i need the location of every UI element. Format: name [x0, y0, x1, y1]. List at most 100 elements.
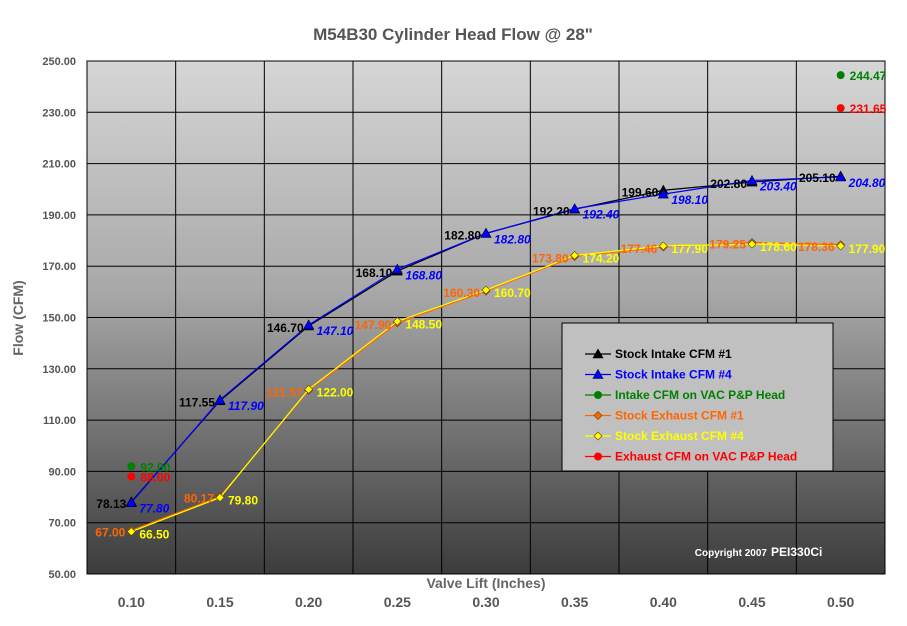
- data-label: 173.80: [532, 251, 569, 265]
- data-label: 92.00: [140, 460, 170, 474]
- data-point: [480, 227, 492, 238]
- legend-marker: [592, 348, 604, 359]
- series: [125, 71, 847, 537]
- data-label: 182.80: [494, 232, 531, 246]
- data-label: 79.80: [228, 494, 258, 508]
- data-label: 203.40: [759, 180, 797, 194]
- x-axis-label: Valve Lift (Inches): [426, 575, 545, 591]
- data-label: 160.30: [443, 286, 480, 300]
- y-tick-label: 50.00: [48, 569, 76, 581]
- legend-marker: [594, 391, 602, 399]
- legend-label: Stock Exhaust CFM #4: [615, 429, 744, 443]
- x-tick-label: 0.45: [738, 594, 765, 610]
- data-label: 177.46: [621, 242, 658, 256]
- data-label: 160.70: [494, 286, 531, 300]
- data-label: 179.25: [709, 237, 746, 251]
- copyright-text: Copyright 2007: [695, 548, 768, 559]
- data-label: 231.65: [850, 102, 887, 116]
- x-tick-label: 0.10: [118, 594, 145, 610]
- legend-label: Intake CFM on VAC P&P Head: [615, 388, 785, 402]
- data-point: [303, 319, 315, 330]
- legend: Stock Intake CFM #1 Stock Intake CFM #4 In…: [561, 322, 834, 472]
- series-2: [127, 71, 845, 471]
- data-label: 147.90: [355, 318, 392, 332]
- data-point: [747, 239, 757, 249]
- data-label: 66.50: [139, 528, 169, 542]
- data-point: [126, 527, 136, 537]
- legend-label: Exhaust CFM on VAC P&P Head: [615, 450, 797, 464]
- y-tick-label: 170.00: [42, 261, 76, 273]
- data-label: 117.90: [228, 399, 264, 413]
- data-point: [836, 104, 845, 113]
- data-point: [570, 250, 580, 260]
- x-tick-label: 0.30: [472, 594, 499, 610]
- x-tick-label: 0.15: [206, 594, 233, 610]
- data-point: [836, 241, 846, 251]
- data-point: [214, 394, 226, 405]
- data-point: [392, 316, 402, 326]
- series-1: [125, 171, 847, 507]
- y-tick-label: 190.00: [42, 210, 76, 222]
- data-label: 147.10: [317, 324, 354, 338]
- data-label: 77.80: [139, 502, 169, 516]
- legend-marker: [593, 411, 603, 420]
- legend-item: Stock Intake CFM #4: [585, 368, 732, 382]
- data-label: 174.20: [583, 251, 620, 265]
- data-point: [391, 263, 403, 274]
- data-point: [215, 493, 225, 503]
- legend-label: Stock Exhaust CFM #1: [615, 409, 744, 423]
- legend-item: Stock Exhaust CFM #1: [585, 409, 744, 423]
- data-label: 199.60: [622, 185, 659, 199]
- legend-label: Stock Intake CFM #4: [615, 368, 732, 382]
- legend-box: [561, 322, 834, 472]
- data-point: [481, 285, 491, 295]
- legend-item: Exhaust CFM on VAC P&P Head: [585, 450, 797, 464]
- data-label: 88.00: [140, 471, 170, 485]
- data-label: 80.17: [184, 492, 214, 506]
- data-label: 168.10: [356, 266, 393, 280]
- x-tick-label: 0.40: [650, 594, 677, 610]
- y-tick-label: 150.00: [42, 313, 76, 325]
- data-label: 177.90: [671, 242, 708, 256]
- data-label: 192.40: [583, 208, 620, 222]
- y-tick-label: 110.00: [43, 415, 76, 427]
- y-tick-label: 210.00: [42, 159, 76, 171]
- legend-item: Stock Intake CFM #1: [585, 347, 732, 361]
- series-5: [127, 104, 845, 481]
- x-tick-label: 0.20: [295, 594, 322, 610]
- data-point: [127, 472, 136, 481]
- data-label: 122.00: [317, 385, 354, 399]
- data-label: 178.36: [798, 240, 835, 254]
- data-label: 148.50: [405, 317, 442, 331]
- data-label: 244.47: [850, 69, 887, 83]
- data-label: 168.80: [405, 268, 442, 282]
- data-label: 182.80: [444, 228, 481, 242]
- y-tick-label: 90.00: [48, 466, 76, 478]
- data-point: [127, 462, 136, 471]
- data-point: [657, 188, 669, 199]
- legend-marker: [594, 452, 602, 461]
- legend-item: Intake CFM on VAC P&P Head: [585, 388, 785, 402]
- x-tick-label: 0.25: [384, 594, 411, 610]
- data-label: 192.20: [533, 204, 570, 218]
- data-point: [836, 71, 845, 80]
- legend-marker: [592, 368, 604, 379]
- data-label: 204.80: [848, 176, 886, 190]
- series-4: [126, 239, 846, 537]
- data-labels: 78.13117.55146.70168.10182.80192.20199.6…: [95, 69, 886, 541]
- y-axis-label: Flow (CFM): [10, 280, 26, 355]
- copyright-author: PEI330Ci: [771, 545, 822, 559]
- data-label: 146.70: [267, 321, 304, 335]
- data-label: 117.55: [179, 396, 215, 410]
- data-point: [569, 203, 581, 214]
- data-point: [304, 384, 314, 394]
- x-tick-label: 0.50: [827, 594, 854, 610]
- data-point: [658, 241, 668, 251]
- legend-item: Stock Exhaust CFM #4: [585, 429, 744, 443]
- data-label: 67.00: [95, 525, 125, 539]
- y-tick-label: 230.00: [42, 107, 76, 119]
- data-label: 177.90: [849, 242, 886, 256]
- grid: [87, 61, 886, 574]
- y-tick-label: 70.00: [48, 518, 76, 530]
